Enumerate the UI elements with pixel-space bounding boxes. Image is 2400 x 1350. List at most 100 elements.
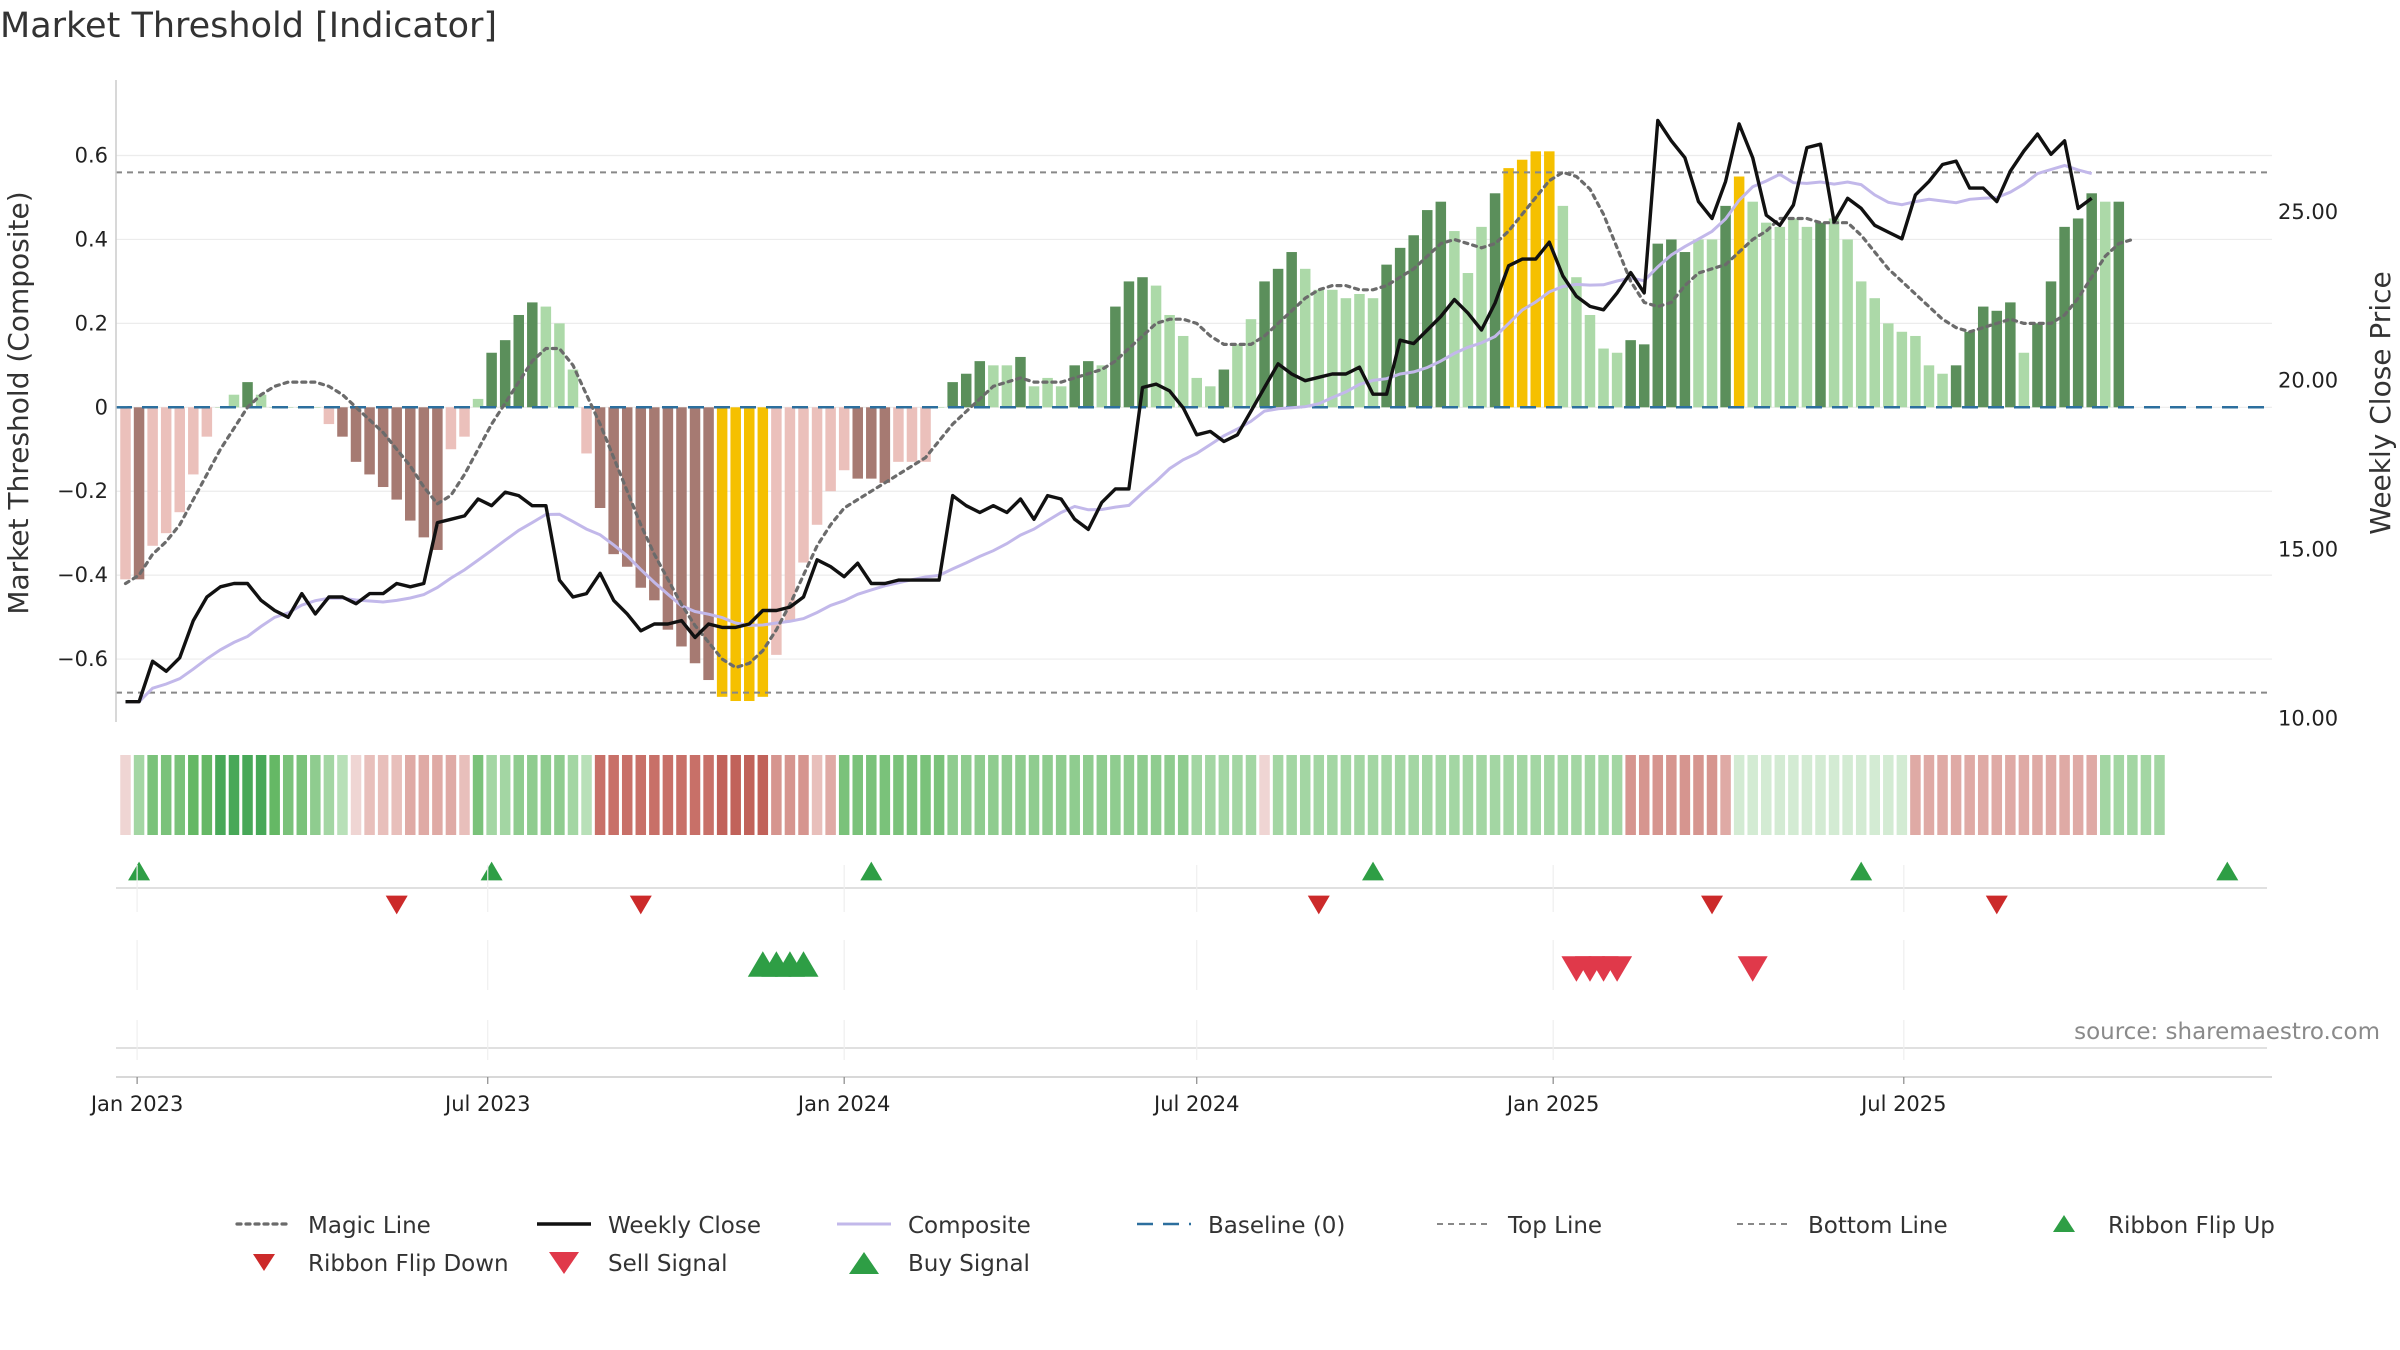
ribbon-cell: [825, 755, 836, 835]
buy-signal-marker: [788, 951, 819, 977]
composite-bar: [242, 382, 253, 408]
composite-bar: [1381, 264, 1392, 408]
composite-bar: [689, 407, 701, 664]
ribbon-cell: [784, 755, 796, 835]
ribbon-cell: [621, 755, 633, 835]
ribbon-cell: [445, 755, 457, 835]
composite-bar: [1896, 331, 1908, 408]
ribbon-cell: [906, 755, 918, 835]
composite-bar: [527, 302, 538, 408]
ribbon-cell: [1788, 755, 1799, 835]
composite-bar: [174, 407, 185, 513]
ribbon-cell: [1327, 755, 1338, 835]
composite-bar: [662, 407, 674, 630]
composite-bar: [1991, 310, 2003, 408]
composite-bar: [1733, 176, 1745, 408]
ribbon-flip-up-marker: [1850, 861, 1873, 881]
ribbon-flip-up-marker: [1362, 861, 1385, 881]
date-axis: Jan 2023 Jul 2023 Jan 2024 Jul 2024 Jan 2025…: [89, 865, 2272, 1116]
composite-bar: [1571, 277, 1582, 408]
composite-bar: [472, 398, 484, 408]
composite-bar: [649, 407, 660, 601]
ribbon-cell: [486, 755, 497, 835]
ribbon-cell: [147, 755, 158, 835]
ribbon-cell: [1638, 755, 1650, 835]
composite-bar: [1625, 340, 1636, 408]
composite-bar: [2045, 281, 2057, 408]
ribbon-cell: [527, 755, 538, 835]
composite-bar: [486, 352, 497, 408]
chart-title: Market Threshold [Indicator]: [0, 6, 497, 46]
ribbon-cell: [1123, 755, 1135, 835]
left-tick-label: 0.4: [75, 227, 108, 251]
ribbon-cell: [201, 755, 213, 835]
ribbon-flip-down-marker: [1701, 895, 1724, 915]
composite-bar: [1842, 239, 1853, 408]
legend-label: Baseline (0): [1208, 1213, 1345, 1239]
composite-bar: [581, 407, 592, 454]
legend-swatch: [253, 1254, 275, 1271]
ribbon-cell: [1272, 755, 1284, 835]
ribbon-cell: [1449, 755, 1460, 835]
composite-bar: [1516, 159, 1528, 408]
ribbon-cell: [1896, 755, 1908, 835]
legend-label: Ribbon Flip Down: [308, 1251, 509, 1277]
composite-bar: [1964, 331, 1975, 408]
composite-bar: [160, 407, 172, 534]
ribbon-cell: [1516, 755, 1528, 835]
right-axis-label: Weekly Close Price: [2364, 271, 2397, 534]
left-axis-label: Market Threshold (Composite): [2, 191, 35, 614]
composite-bar: [1205, 386, 1216, 408]
ribbon-cell: [1069, 755, 1080, 835]
ribbon-cell: [581, 755, 592, 835]
legend-label: Sell Signal: [608, 1251, 728, 1277]
ribbon-flip-down-marker: [1985, 895, 2008, 915]
composite-bar: [405, 407, 416, 521]
composite-bar: [974, 361, 986, 408]
composite-bar: [1327, 289, 1338, 408]
ribbon-cell: [1150, 755, 1162, 835]
ribbon-cell: [1367, 755, 1379, 835]
ribbon-cell: [1801, 755, 1813, 835]
ribbon-cell: [1164, 755, 1175, 835]
composite-bar: [1977, 306, 1989, 408]
ribbon-cell: [1489, 755, 1501, 835]
composite-bar: [906, 407, 918, 462]
ribbon-cell: [988, 755, 999, 835]
legend-item-top: Top Line: [1437, 1213, 1602, 1239]
ribbon-cell: [350, 755, 362, 835]
composite-bar: [1449, 231, 1460, 408]
ribbon-cell: [2086, 755, 2097, 835]
ribbon-cell: [1950, 755, 1962, 835]
magic-line: [123, 170, 2134, 670]
composite-bar: [391, 407, 402, 500]
ribbon-cell: [472, 755, 484, 835]
composite-bar: [1530, 151, 1541, 408]
composite-bar: [133, 407, 145, 580]
ribbon-cell: [1394, 755, 1406, 835]
composite-bar: [838, 407, 850, 471]
ribbon-cell: [1476, 755, 1487, 835]
left-tick-label: 0.2: [75, 311, 108, 335]
composite-bar: [1503, 168, 1514, 408]
composite-bar: [2086, 193, 2097, 408]
ribbon-cell: [242, 755, 253, 835]
composite-bar: [757, 407, 769, 697]
ribbon-cell: [676, 755, 687, 835]
composite-bar: [1259, 281, 1270, 408]
composite-bar: [744, 407, 755, 702]
legend-label: Buy Signal: [908, 1251, 1030, 1277]
ribbon-cell: [757, 755, 769, 835]
composite-bar: [1584, 314, 1596, 408]
ribbon-cell: [1110, 755, 1121, 835]
composite-bar: [893, 407, 904, 462]
date-tick-label: Jan 2024: [796, 1092, 891, 1116]
ribbon-cell: [1571, 755, 1582, 835]
composite-bar: [2100, 201, 2111, 408]
ribbon-cell: [689, 755, 701, 835]
composite-bar: [1055, 386, 1067, 408]
composite-bar: [1910, 335, 1921, 408]
ribbon-cell: [1313, 755, 1325, 835]
ribbon-cell: [947, 755, 958, 835]
ribbon-cell: [1937, 755, 1948, 835]
